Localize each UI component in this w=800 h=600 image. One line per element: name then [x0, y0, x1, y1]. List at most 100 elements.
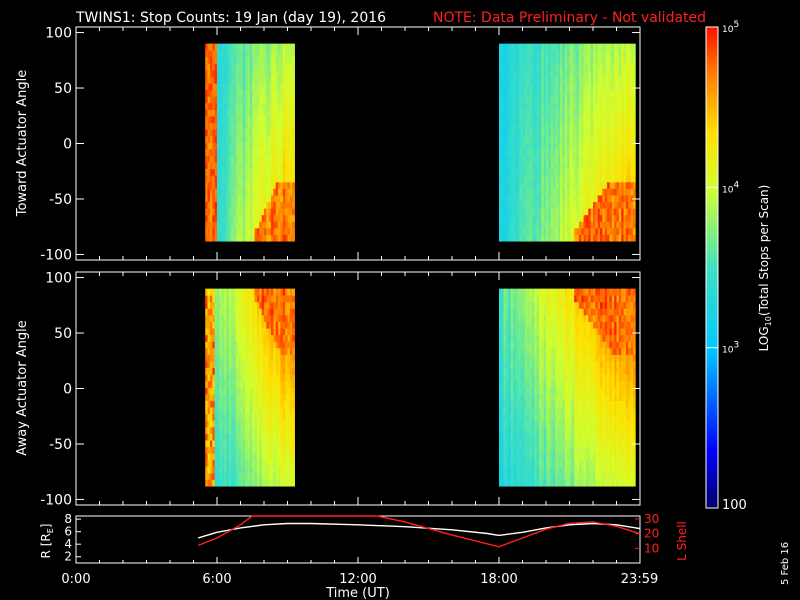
- heatmap-cell: [522, 426, 526, 434]
- heatmap-cell: [235, 472, 239, 480]
- heatmap-cell: [628, 195, 631, 203]
- heatmap-cell: [254, 89, 258, 97]
- heatmap-cell: [292, 168, 295, 176]
- heatmap-cell: [249, 301, 253, 309]
- heatmap-cell: [593, 116, 596, 124]
- heatmap-cell: [585, 135, 589, 143]
- heatmap-cell: [259, 459, 263, 467]
- heatmap-cell: [543, 195, 547, 203]
- heatmap-cell: [501, 321, 505, 329]
- heatmap-cell: [268, 221, 272, 229]
- heatmap-cell: [517, 361, 521, 369]
- heatmap-cell: [550, 195, 554, 203]
- heatmap-cell: [261, 420, 265, 428]
- heatmap-cell: [538, 89, 542, 97]
- heatmap-cell: [524, 175, 528, 183]
- heatmap-cell: [280, 102, 284, 110]
- heatmap-cell: [231, 102, 234, 110]
- heatmap-cell: [628, 214, 631, 222]
- heatmap-cell: [578, 195, 582, 203]
- heatmap-cell: [282, 453, 286, 461]
- heatmap-cell: [266, 168, 270, 176]
- heatmap-cell: [555, 102, 559, 110]
- heatmap-cell: [597, 175, 601, 183]
- heatmap-cell: [245, 63, 248, 71]
- heatmap-cell: [289, 69, 293, 77]
- heatmap-cell: [221, 76, 225, 84]
- heatmap-cell: [590, 188, 594, 196]
- heatmap-cell: [541, 234, 545, 242]
- heatmap-cell: [564, 354, 568, 362]
- heatmap-cell: [292, 446, 295, 454]
- heatmap-cell: [271, 96, 274, 104]
- heatmap-cell: [571, 195, 575, 203]
- heatmap-cell: [609, 56, 613, 64]
- heatmap-cell: [623, 142, 627, 150]
- heatmap-cell: [506, 122, 509, 130]
- heatmap-cell: [212, 221, 216, 229]
- heatmap-cell: [292, 181, 295, 189]
- heatmap-cell: [522, 466, 526, 474]
- heatmap-cell: [268, 83, 272, 91]
- heatmap-cell: [517, 201, 521, 209]
- heatmap-cell: [261, 214, 265, 222]
- heatmap-cell: [553, 440, 556, 448]
- heatmap-cell: [205, 168, 208, 176]
- heatmap-cell: [541, 446, 545, 454]
- heatmap-cell: [214, 446, 218, 454]
- heatmap-cell: [569, 188, 573, 196]
- heatmap-cell: [604, 201, 608, 209]
- heatmap-cell: [268, 466, 272, 474]
- heatmap-cell: [205, 301, 208, 309]
- heatmap-cell: [529, 208, 533, 216]
- heatmap-cell: [515, 479, 519, 487]
- heatmap-cell: [621, 96, 624, 104]
- heatmap-cell: [254, 459, 258, 467]
- heatmap-cell: [261, 288, 265, 296]
- heatmap-cell: [515, 168, 519, 176]
- heatmap-cell: [557, 387, 561, 395]
- heatmap-cell: [510, 472, 514, 480]
- heatmap-cell: [226, 214, 230, 222]
- heatmap-cell: [506, 162, 509, 170]
- heatmap-cell: [217, 308, 220, 316]
- heatmap-cell: [282, 109, 286, 117]
- heatmap-cell: [271, 148, 274, 156]
- heatmap-cell: [205, 116, 208, 124]
- heatmap-cell: [506, 76, 509, 84]
- heatmap-cell: [205, 89, 208, 97]
- heatmap-cell: [221, 69, 225, 77]
- heatmap-cell: [264, 472, 267, 480]
- heatmap-cell: [555, 89, 559, 97]
- heatmap-cell: [273, 334, 277, 342]
- heatmap-cell: [562, 89, 566, 97]
- heatmap-cell: [503, 321, 507, 329]
- heatmap-cell: [574, 96, 577, 104]
- heatmap-cell: [271, 129, 274, 137]
- heatmap-cell: [534, 288, 537, 296]
- heatmap-cell: [268, 116, 272, 124]
- heatmap-cell: [550, 116, 554, 124]
- heatmap-cell: [278, 295, 281, 303]
- heatmap-cell: [548, 181, 552, 189]
- heatmap-cell: [247, 181, 251, 189]
- heatmap-cell: [623, 195, 627, 203]
- heatmap-cell: [261, 102, 265, 110]
- heatmap-cell: [271, 440, 274, 448]
- heatmap-cell: [285, 221, 288, 229]
- heatmap-cell: [588, 148, 592, 156]
- heatmap-cell: [292, 116, 295, 124]
- heatmap-cell: [562, 446, 566, 454]
- heatmap-cell: [261, 393, 265, 401]
- heatmap-cell: [593, 227, 596, 235]
- heatmap-cell: [538, 321, 542, 329]
- heatmap-cell: [273, 472, 277, 480]
- heatmap-cell: [541, 96, 545, 104]
- heatmap-cell: [560, 155, 563, 163]
- heatmap-cell: [510, 354, 514, 362]
- heatmap-cell: [233, 407, 237, 415]
- heatmap-cell: [268, 472, 272, 480]
- heatmap-cell: [285, 181, 288, 189]
- heatmap-cell: [590, 135, 594, 143]
- heatmap-cell: [217, 466, 220, 474]
